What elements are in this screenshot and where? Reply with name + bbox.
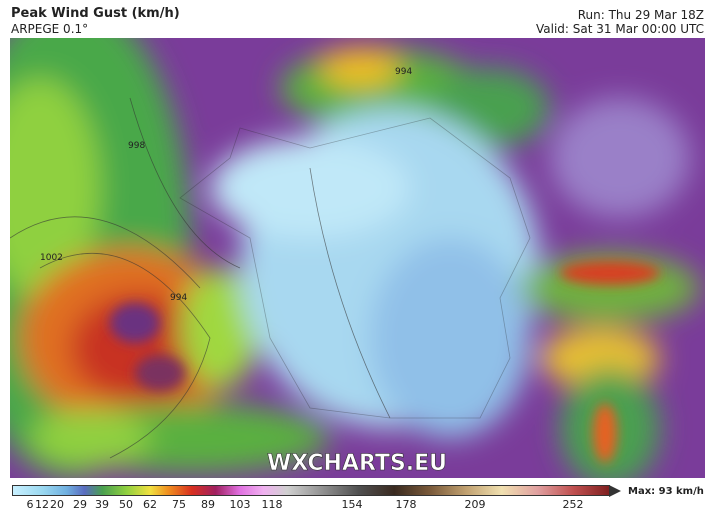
- colorbar-tick: 39: [95, 498, 109, 511]
- isobar-label: 1002: [40, 253, 63, 263]
- watermark: WXCHARTS.EU: [267, 451, 447, 476]
- colorbar-tick: 12: [35, 498, 49, 511]
- isobar-label: 994: [170, 293, 187, 303]
- colorbar-arrow: [609, 485, 621, 497]
- colorbar-tick: 154: [341, 498, 363, 511]
- colorbar-tick: 252: [562, 498, 584, 511]
- colorbar-tick: 118: [261, 498, 283, 511]
- colorbar-tick: 89: [201, 498, 215, 511]
- colorbar-tick: 20: [50, 498, 64, 511]
- colorbar: [12, 485, 610, 496]
- colorbar-tick: 103: [229, 498, 251, 511]
- colorbar-tick: 209: [464, 498, 486, 511]
- title: Peak Wind Gust (km/h): [11, 6, 180, 21]
- run-time: Run: Thu 29 Mar 18Z: [577, 8, 704, 22]
- colorbar-tick: 50: [119, 498, 133, 511]
- map: 1002 994 994 998 WXCHARTS.EU: [10, 38, 705, 478]
- isobar-label: 994: [395, 67, 412, 77]
- isobar-label: 998: [128, 141, 145, 151]
- max-label: Max: 93 km/h: [628, 486, 704, 497]
- colorbar-tick: 29: [73, 498, 87, 511]
- colorbar-tick: 178: [395, 498, 417, 511]
- colorbar-tick: 62: [143, 498, 157, 511]
- valid-time: Valid: Sat 31 Mar 00:00 UTC: [536, 22, 704, 36]
- colorbar-tick: 6: [26, 498, 34, 511]
- colorbar-tick: 75: [172, 498, 186, 511]
- model: ARPEGE 0.1°: [11, 22, 89, 36]
